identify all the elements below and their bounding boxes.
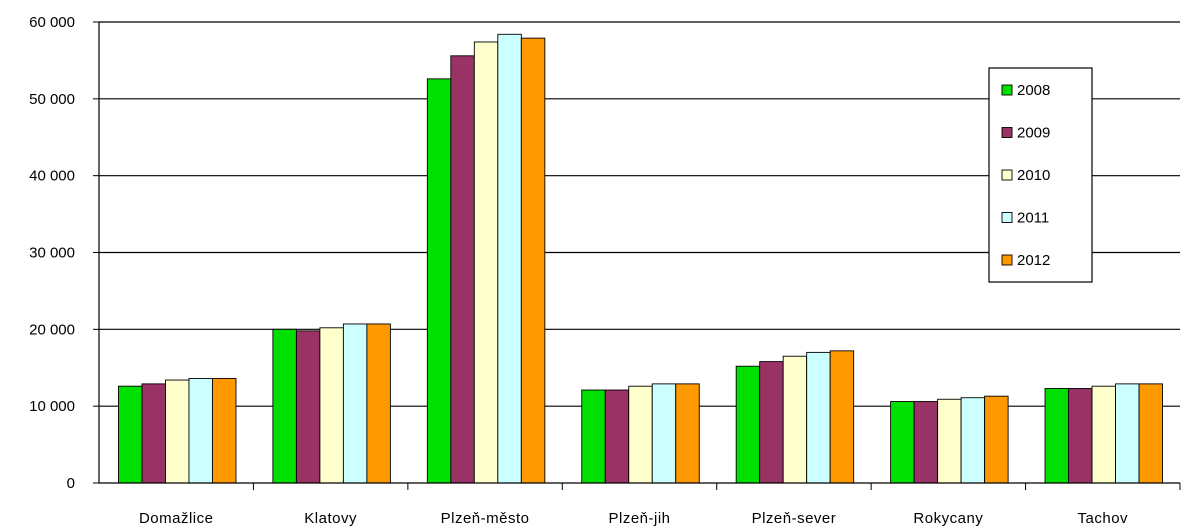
x-category-label: Plzeň-jih [608,510,670,527]
bar [783,356,807,483]
bar [118,386,142,483]
bar [582,390,606,483]
legend-swatch [1002,170,1012,180]
bar [273,329,297,483]
bar [474,42,498,483]
bar [914,402,938,483]
bar [1116,384,1140,483]
y-tick-label: 60 000 [29,14,75,31]
y-tick-label: 50 000 [29,91,75,108]
bar [760,362,784,483]
legend-label: 2012 [1017,252,1050,269]
x-category-label: Plzeň-sever [752,510,837,527]
y-tick-label: 20 000 [29,321,75,338]
bar [142,384,166,483]
bar [1139,384,1163,483]
bar [652,384,676,483]
bar [830,351,854,483]
y-tick-label: 10 000 [29,398,75,415]
bar [212,379,236,483]
legend: 2008 2009 2010 2011 2012 [989,68,1092,282]
legend-swatch [1002,85,1012,95]
y-tick-label: 30 000 [29,245,75,262]
bar [1045,388,1069,483]
bar [320,328,344,483]
bar [676,384,700,483]
bar [736,366,760,483]
x-category-labels: Domažlice Klatovy Plzeň-město Plzeň-jih Plze… [139,510,1128,527]
legend-swatch [1002,255,1012,265]
y-tick-label: 0 [67,475,75,492]
legend-swatch [1002,128,1012,138]
bar [165,380,189,483]
bar [961,398,985,483]
bar [629,386,653,483]
y-tick-label: 40 000 [29,168,75,185]
bar [498,34,521,483]
legend-label: 2011 [1017,210,1049,227]
bar [367,324,391,483]
bar [451,56,475,483]
legend-swatch [1002,213,1012,223]
bar [605,390,629,483]
x-category-label: Rokycany [913,510,983,527]
x-category-label: Klatovy [304,510,357,527]
bar [1092,386,1116,483]
x-category-label: Tachov [1078,510,1129,527]
y-tick-labels: 0 10 000 20 000 30 000 40 000 50 000 60 000 [29,14,75,492]
legend-label: 2009 [1017,125,1050,142]
bar [891,402,915,483]
bar [427,79,451,483]
bar [296,331,320,483]
x-category-label: Plzeň-město [441,510,530,527]
bar [189,379,213,483]
legend-label: 2008 [1017,82,1050,99]
bar [343,324,367,483]
bar [938,399,962,483]
bar [985,396,1009,483]
bar [521,38,545,483]
x-category-label: Domažlice [139,510,214,527]
bar [807,352,831,483]
legend-label: 2010 [1017,167,1050,184]
bar [1069,388,1093,483]
